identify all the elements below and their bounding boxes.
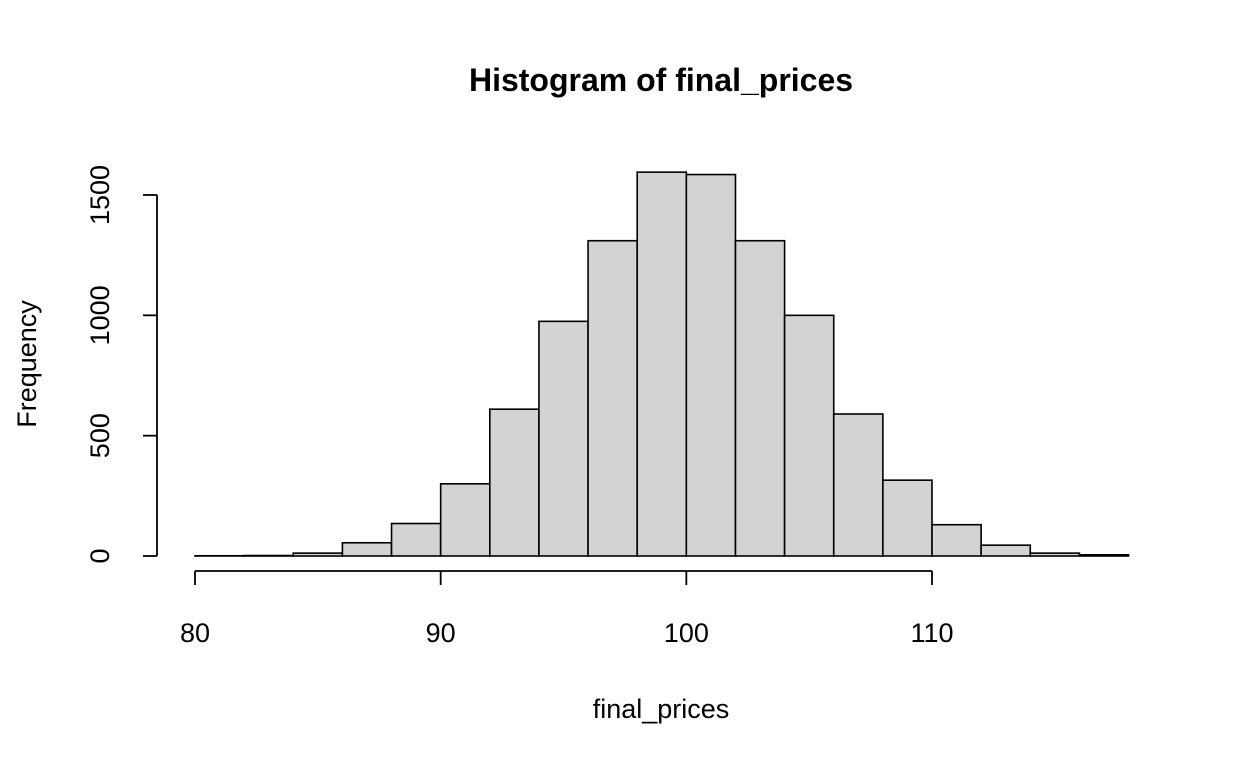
x-tick-label: 100 (664, 618, 709, 648)
histogram-bar (785, 315, 834, 556)
y-tick-label: 500 (85, 413, 115, 458)
histogram-bar (883, 480, 932, 556)
histogram-bar (392, 524, 441, 556)
histogram-bar (637, 172, 686, 556)
histogram-bar (539, 321, 588, 556)
y-axis: 0 500 1000 1500 (85, 165, 157, 564)
histogram-bar (834, 414, 883, 556)
y-tick-label: 0 (85, 548, 115, 563)
histogram-bar (686, 175, 735, 556)
chart-title: Histogram of final_prices (469, 62, 853, 98)
histogram-bar (981, 545, 1030, 556)
x-tick-label: 110 (910, 618, 953, 648)
histogram-bar (441, 484, 490, 556)
bars-group (195, 172, 1129, 556)
histogram-bar (932, 525, 981, 556)
y-tick-label: 1000 (85, 285, 115, 345)
x-axis: 80 90 100 110 (180, 571, 954, 648)
y-tick-label: 1500 (85, 165, 115, 225)
x-tick-label: 90 (426, 618, 456, 648)
histogram-bar (1079, 555, 1128, 556)
x-axis-label: final_prices (593, 694, 730, 724)
x-tick-label: 80 (180, 618, 210, 648)
histogram-bar (588, 241, 637, 556)
histogram-bar (293, 553, 342, 556)
histogram-bar (1030, 553, 1079, 556)
histogram-bar (342, 543, 391, 556)
histogram-bar (490, 409, 539, 556)
histogram-bar (735, 241, 784, 556)
y-axis-label: Frequency (12, 300, 42, 428)
